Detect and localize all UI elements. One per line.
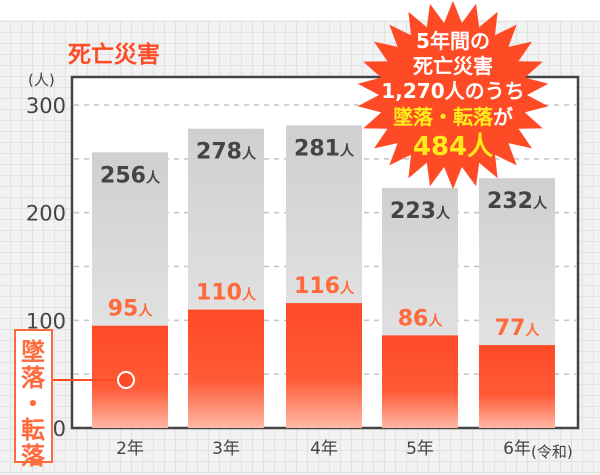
data-label-total: 232人 (487, 189, 548, 214)
data-label-fall: 86人 (398, 306, 444, 331)
y-tick-label: 0 (53, 417, 66, 441)
y-tick-label: 200 (26, 202, 66, 226)
x-tick-label: 3年 (212, 439, 240, 459)
callout-line-3: 1,270人のうち (381, 79, 524, 103)
bar-fall (382, 335, 458, 428)
data-label-fall: 116人 (294, 274, 355, 299)
data-label-total: 256人 (100, 163, 161, 188)
x-tick-label: 5年 (406, 439, 434, 459)
legend: 墜落・転落 (14, 329, 135, 470)
data-label-total: 281人 (294, 136, 355, 161)
x-tick-label: 4年 (310, 439, 338, 459)
data-label-fall: 95人 (108, 297, 154, 322)
legend-box (14, 329, 53, 463)
y-tick-label: 300 (26, 94, 66, 118)
callout-line-1: 5年間の (416, 29, 490, 53)
callout-line-2: 死亡災害 (413, 54, 493, 78)
x-tick-label: 2年 (116, 439, 144, 459)
bar-fall (286, 303, 362, 428)
y-axis-label: (人) (28, 71, 55, 89)
x-axis-suffix: (令和) (531, 443, 573, 461)
callout-suffix: が (493, 105, 513, 129)
legend-label: 墜落・転落 (21, 338, 46, 470)
starburst-shape (357, 0, 549, 190)
callout-highlight: 墜落・転落 (393, 105, 494, 129)
callout-total: 484人 (413, 132, 493, 162)
data-label-total: 278人 (196, 140, 257, 165)
data-label-total: 223人 (390, 199, 451, 224)
bar-fall (479, 345, 555, 428)
callout-starburst: 5年間の 死亡災害 1,270人のうち 墜落・転落が 484人 (357, 0, 549, 190)
callout-line-4: 墜落・転落が (393, 105, 513, 129)
x-tick-label: 6年 (503, 439, 531, 459)
data-label-fall: 77人 (495, 316, 541, 341)
legend-marker (117, 371, 135, 389)
data-label-fall: 110人 (196, 281, 257, 306)
chart-title: 死亡災害 (68, 41, 160, 68)
bar-fall (188, 309, 264, 428)
